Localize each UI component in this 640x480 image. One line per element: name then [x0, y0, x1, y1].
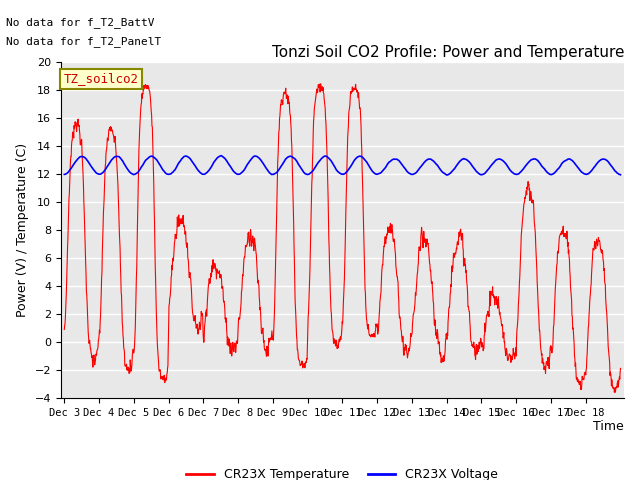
Text: No data for f_T2_BattV: No data for f_T2_BattV [6, 17, 155, 28]
Y-axis label: Power (V) / Temperature (C): Power (V) / Temperature (C) [16, 144, 29, 317]
Text: Tonzi Soil CO2 Profile: Power and Temperature: Tonzi Soil CO2 Profile: Power and Temper… [271, 45, 624, 60]
CR23X Temperature [317, 87, 325, 93]
CR23X Voltage [328, 159, 336, 165]
CR23X Temperature [328, 326, 336, 332]
CR23X Temperature [611, 389, 618, 395]
CR23X Temperature [60, 326, 68, 332]
CR23X Temperature [617, 365, 625, 371]
Line: CR23X Voltage: CR23X Voltage [64, 156, 621, 175]
CR23X Voltage [610, 167, 618, 172]
CR23X Voltage [147, 154, 155, 159]
CR23X Voltage [317, 156, 325, 161]
Text: TZ_soilco2: TZ_soilco2 [63, 72, 139, 85]
CR23X Temperature [474, 342, 481, 348]
CR23X Voltage [617, 172, 625, 178]
Legend: CR23X Temperature, CR23X Voltage: CR23X Temperature, CR23X Voltage [182, 463, 503, 480]
CR23X Voltage [474, 170, 482, 176]
Line: CR23X Temperature: CR23X Temperature [64, 84, 621, 392]
CR23X Temperature [610, 385, 618, 391]
CR23X Voltage [556, 164, 563, 170]
CR23X Voltage [60, 171, 68, 177]
CR23X Voltage [443, 172, 451, 178]
X-axis label: Time: Time [593, 420, 624, 432]
CR23X Temperature [556, 235, 563, 240]
Text: No data for f_T2_PanelT: No data for f_T2_PanelT [6, 36, 162, 47]
CR23X Temperature [317, 81, 324, 87]
CR23X Voltage [217, 153, 225, 158]
CR23X Temperature [147, 108, 155, 114]
